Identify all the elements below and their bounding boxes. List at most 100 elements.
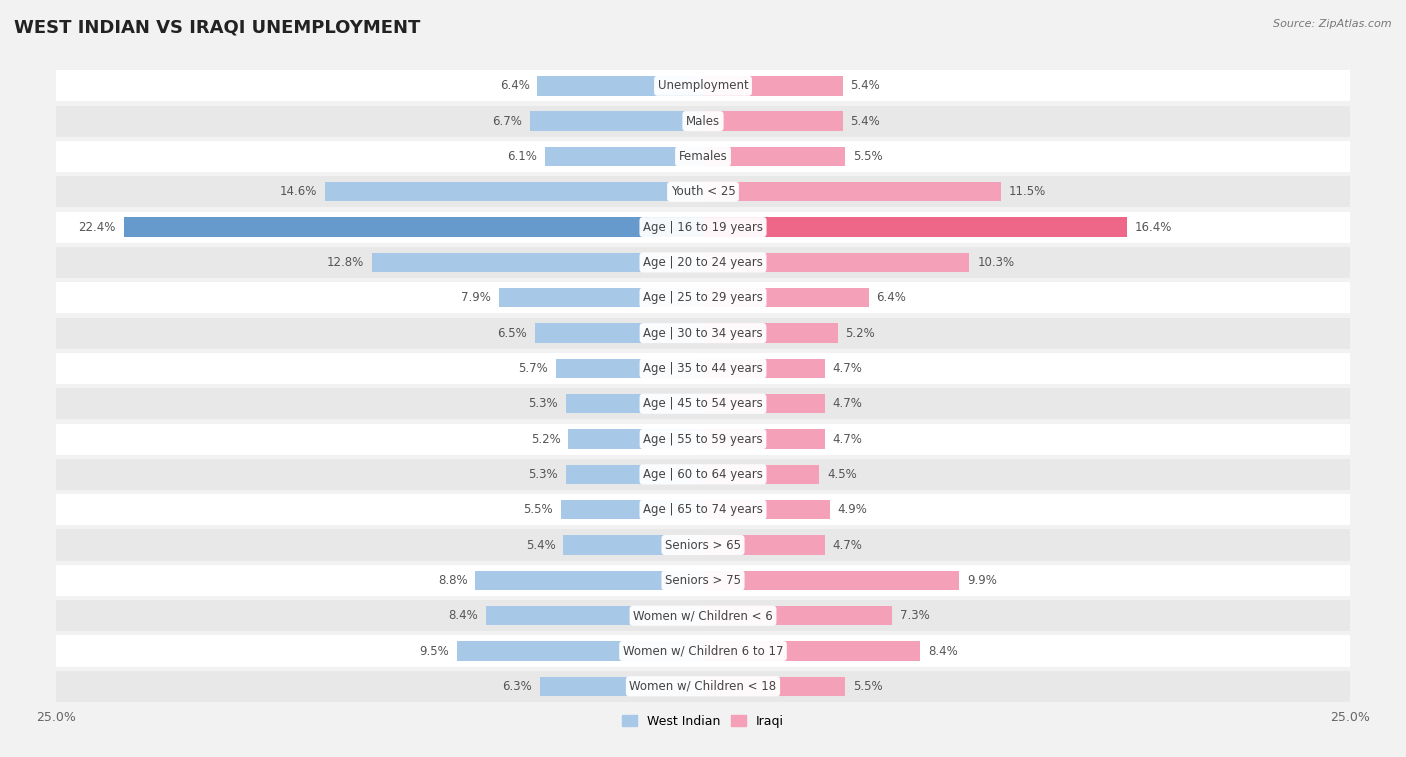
Text: 4.7%: 4.7%: [832, 432, 862, 446]
Text: 9.9%: 9.9%: [967, 574, 997, 587]
Text: 4.7%: 4.7%: [832, 397, 862, 410]
Text: Seniors > 65: Seniors > 65: [665, 538, 741, 552]
Text: 7.3%: 7.3%: [900, 609, 929, 622]
Bar: [703, 253, 970, 272]
Text: 12.8%: 12.8%: [326, 256, 364, 269]
Text: 16.4%: 16.4%: [1135, 220, 1173, 234]
Text: 5.5%: 5.5%: [853, 150, 883, 163]
Bar: [546, 147, 703, 166]
Bar: [534, 323, 703, 343]
Text: Age | 30 to 34 years: Age | 30 to 34 years: [643, 326, 763, 340]
Bar: [499, 288, 703, 307]
Bar: [565, 465, 703, 484]
Text: Age | 35 to 44 years: Age | 35 to 44 years: [643, 362, 763, 375]
Bar: [568, 429, 703, 449]
Text: 8.4%: 8.4%: [449, 609, 478, 622]
Bar: [530, 111, 703, 131]
Bar: [475, 571, 703, 590]
Text: 5.5%: 5.5%: [523, 503, 553, 516]
Bar: [703, 182, 1001, 201]
Text: 6.3%: 6.3%: [502, 680, 533, 693]
Bar: [56, 423, 1350, 455]
Bar: [56, 494, 1350, 525]
Bar: [124, 217, 703, 237]
Text: 7.9%: 7.9%: [461, 291, 491, 304]
Bar: [703, 288, 869, 307]
Bar: [703, 394, 824, 413]
Bar: [703, 571, 959, 590]
Text: 6.1%: 6.1%: [508, 150, 537, 163]
Bar: [703, 677, 845, 696]
Text: 5.3%: 5.3%: [529, 468, 558, 481]
Bar: [56, 211, 1350, 243]
Bar: [485, 606, 703, 625]
Bar: [56, 388, 1350, 419]
Text: 5.7%: 5.7%: [517, 362, 548, 375]
Bar: [703, 606, 891, 625]
Text: Age | 55 to 59 years: Age | 55 to 59 years: [643, 432, 763, 446]
Text: 5.3%: 5.3%: [529, 397, 558, 410]
Text: WEST INDIAN VS IRAQI UNEMPLOYMENT: WEST INDIAN VS IRAQI UNEMPLOYMENT: [14, 19, 420, 37]
Text: Women w/ Children 6 to 17: Women w/ Children 6 to 17: [623, 644, 783, 658]
Text: Age | 65 to 74 years: Age | 65 to 74 years: [643, 503, 763, 516]
Text: 6.4%: 6.4%: [876, 291, 907, 304]
Text: 5.4%: 5.4%: [851, 79, 880, 92]
Bar: [56, 247, 1350, 278]
Text: 4.7%: 4.7%: [832, 362, 862, 375]
Text: Women w/ Children < 18: Women w/ Children < 18: [630, 680, 776, 693]
Legend: West Indian, Iraqi: West Indian, Iraqi: [617, 710, 789, 733]
Bar: [371, 253, 703, 272]
Bar: [56, 671, 1350, 702]
Text: 4.9%: 4.9%: [838, 503, 868, 516]
Bar: [56, 459, 1350, 490]
Bar: [56, 70, 1350, 101]
Bar: [56, 600, 1350, 631]
Bar: [56, 105, 1350, 137]
Text: 5.2%: 5.2%: [531, 432, 561, 446]
Text: 8.4%: 8.4%: [928, 644, 957, 658]
Bar: [56, 282, 1350, 313]
Text: 4.7%: 4.7%: [832, 538, 862, 552]
Bar: [457, 641, 703, 661]
Text: 4.5%: 4.5%: [827, 468, 856, 481]
Text: 9.5%: 9.5%: [420, 644, 450, 658]
Bar: [564, 535, 703, 555]
Text: 5.4%: 5.4%: [851, 114, 880, 128]
Bar: [703, 500, 830, 519]
Text: 10.3%: 10.3%: [977, 256, 1014, 269]
Bar: [703, 535, 824, 555]
Text: 6.4%: 6.4%: [499, 79, 530, 92]
Text: 5.5%: 5.5%: [853, 680, 883, 693]
Bar: [703, 217, 1128, 237]
Bar: [703, 76, 842, 95]
Bar: [56, 176, 1350, 207]
Bar: [56, 317, 1350, 349]
Text: Females: Females: [679, 150, 727, 163]
Text: 6.7%: 6.7%: [492, 114, 522, 128]
Bar: [56, 141, 1350, 172]
Bar: [703, 147, 845, 166]
Text: Males: Males: [686, 114, 720, 128]
Bar: [555, 359, 703, 378]
Text: 6.5%: 6.5%: [498, 326, 527, 340]
Bar: [703, 111, 842, 131]
Bar: [56, 565, 1350, 596]
Text: Source: ZipAtlas.com: Source: ZipAtlas.com: [1274, 19, 1392, 29]
Bar: [56, 529, 1350, 561]
Text: Unemployment: Unemployment: [658, 79, 748, 92]
Text: Seniors > 75: Seniors > 75: [665, 574, 741, 587]
Text: Women w/ Children < 6: Women w/ Children < 6: [633, 609, 773, 622]
Text: 5.2%: 5.2%: [845, 326, 875, 340]
Bar: [703, 323, 838, 343]
Bar: [565, 394, 703, 413]
Bar: [537, 76, 703, 95]
Text: Age | 16 to 19 years: Age | 16 to 19 years: [643, 220, 763, 234]
Bar: [703, 429, 824, 449]
Text: 22.4%: 22.4%: [79, 220, 115, 234]
Bar: [56, 353, 1350, 384]
Bar: [325, 182, 703, 201]
Bar: [561, 500, 703, 519]
Text: 11.5%: 11.5%: [1008, 185, 1046, 198]
Text: Age | 25 to 29 years: Age | 25 to 29 years: [643, 291, 763, 304]
Text: Age | 20 to 24 years: Age | 20 to 24 years: [643, 256, 763, 269]
